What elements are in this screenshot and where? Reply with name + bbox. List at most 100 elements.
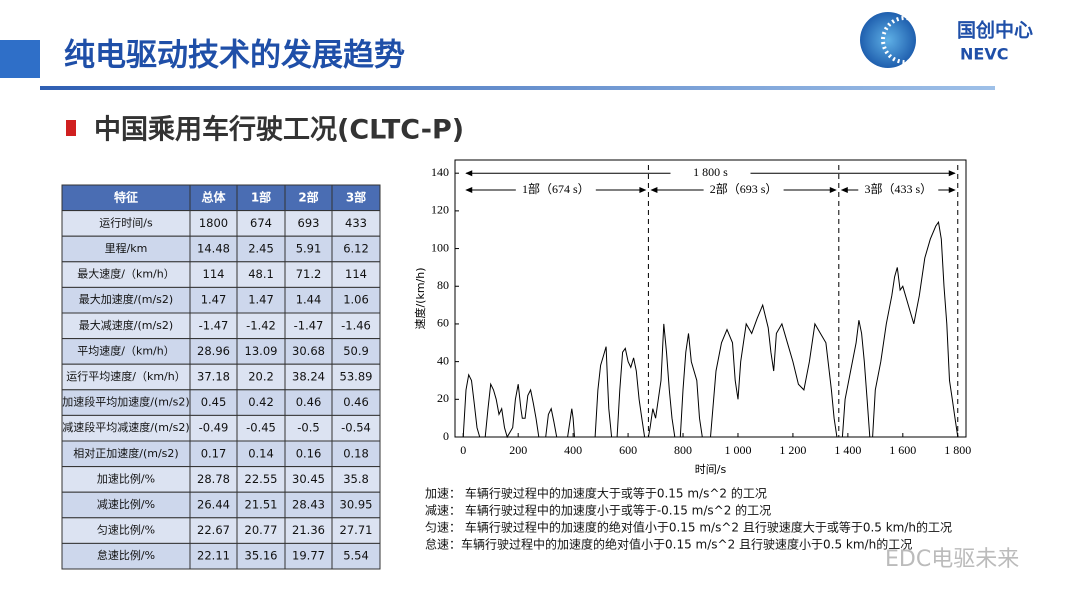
cell — [236, 517, 286, 544]
cell-text: 运行平均速度/（km/h） — [66, 369, 185, 383]
cell-text: 28.43 — [292, 498, 325, 512]
cell-text: -0.5 — [297, 421, 319, 435]
cell-text: 0.42 — [248, 395, 274, 409]
cell — [284, 338, 333, 365]
cell — [331, 210, 381, 237]
cell-text: 13.09 — [245, 344, 278, 358]
x-tick-label: 800 — [674, 443, 692, 457]
cell-text: 最大加速度/(m/s2) — [79, 292, 173, 306]
cell-text: -0.45 — [246, 421, 276, 435]
cell-text: 0.14 — [248, 446, 274, 460]
cell-text: 20.77 — [245, 523, 278, 537]
cell-text: 1.47 — [201, 293, 227, 307]
span-label: 1部（674 s） — [522, 181, 590, 196]
x-tick-label: 1 000 — [724, 443, 751, 457]
x-tick-label: 400 — [564, 443, 582, 457]
cell-text: 运行时间/s — [99, 216, 153, 229]
cell — [284, 261, 333, 288]
cell-text: 1.06 — [343, 293, 369, 307]
cell — [61, 312, 191, 340]
y-tick-label: 40 — [437, 353, 449, 367]
cell — [189, 312, 238, 340]
cell-text: 22.67 — [197, 523, 230, 537]
cell-text: 1800 — [199, 216, 228, 230]
cell-text: 加速比例/% — [97, 471, 155, 485]
span-label: 3部（433 s） — [864, 181, 932, 196]
cell — [331, 235, 381, 263]
y-tick-label: 80 — [437, 278, 449, 292]
cell — [236, 466, 286, 493]
cell-text: 26.44 — [197, 498, 230, 512]
cell-text: 28.78 — [197, 472, 230, 486]
cell-text: 1.47 — [248, 293, 274, 307]
cell-text: 21.51 — [245, 498, 278, 512]
header-text: 2部 — [298, 189, 318, 204]
cell — [331, 491, 381, 519]
cell — [189, 414, 238, 442]
cell-text: 30.95 — [340, 498, 373, 512]
y-tick-label: 60 — [437, 316, 449, 330]
x-tick-label: 0 — [460, 443, 466, 457]
cell-text: -0.54 — [341, 421, 371, 435]
cell — [189, 466, 238, 493]
cell — [236, 414, 286, 442]
cell-text: 1.44 — [296, 293, 322, 307]
cell-text: 30.45 — [292, 472, 325, 486]
logo-dots — [881, 16, 929, 64]
cell — [61, 286, 191, 314]
cell-text: 减速比例/% — [97, 497, 155, 511]
cell — [284, 542, 333, 570]
cell — [284, 312, 333, 340]
header-text: 总体 — [201, 189, 226, 204]
logo-mark — [860, 12, 916, 68]
cell — [236, 286, 286, 314]
span-label: 1 800 s — [693, 165, 728, 179]
cell — [331, 440, 381, 468]
cell — [331, 466, 381, 493]
cell-text: 22.11 — [197, 549, 230, 563]
cell-text: 50.9 — [343, 344, 369, 358]
y-tick-label: 0 — [443, 429, 449, 443]
cell-text: 里程/km — [105, 242, 148, 255]
x-tick-label: 1 800 — [944, 443, 971, 457]
cell-text: 0.18 — [343, 446, 369, 460]
cell — [236, 235, 286, 263]
cell — [236, 440, 286, 468]
logo-cn: 国创中心 — [957, 19, 1033, 42]
cell — [189, 440, 238, 468]
cell — [284, 286, 333, 314]
header-text: 3部 — [346, 189, 366, 204]
cell-text: 匀速比例/% — [97, 523, 155, 537]
cell-text: 加速段平均加速度/(m/s2) — [62, 395, 189, 409]
y-tick-label: 100 — [431, 240, 449, 254]
cell-text: 0.45 — [201, 395, 227, 409]
cell — [331, 542, 381, 570]
cell-text: -1.47 — [294, 318, 324, 332]
cell-text: 37.18 — [197, 370, 230, 384]
cell-text: 5.54 — [343, 549, 369, 563]
header-cell — [189, 184, 238, 212]
cell-text: 71.2 — [296, 267, 322, 281]
x-tick-label: 1 200 — [779, 443, 806, 457]
cell-text: -1.47 — [199, 318, 229, 332]
cell — [189, 491, 238, 519]
title-rule — [40, 86, 995, 90]
cell-text: 30.68 — [292, 344, 325, 358]
cell-text: 53.89 — [340, 370, 373, 384]
note: 加速： 车辆行驶过程中的加速度大于或等于0.15 m/s^2 的工况 — [425, 486, 767, 501]
cell-text: 0.16 — [296, 446, 322, 460]
cell-text: 0.46 — [343, 395, 369, 409]
cell — [189, 261, 238, 288]
span-label: 2部（693 s） — [710, 181, 778, 196]
cell-text: -1.42 — [246, 318, 276, 332]
slide-title: 纯电驱动技术的发展趋势 — [64, 38, 405, 74]
cell-text: 114 — [203, 267, 225, 281]
logo-en: NEVC — [960, 45, 1008, 64]
cell — [284, 414, 333, 442]
cell-text: 0.17 — [201, 446, 227, 460]
y-tick-label: 20 — [437, 391, 449, 405]
x-tick-label: 1 400 — [834, 443, 861, 457]
cell — [236, 542, 286, 570]
chart: 0 200 400 600 800 1 000 1 200 1 400 1 600 1 800 0 2… — [413, 159, 971, 476]
